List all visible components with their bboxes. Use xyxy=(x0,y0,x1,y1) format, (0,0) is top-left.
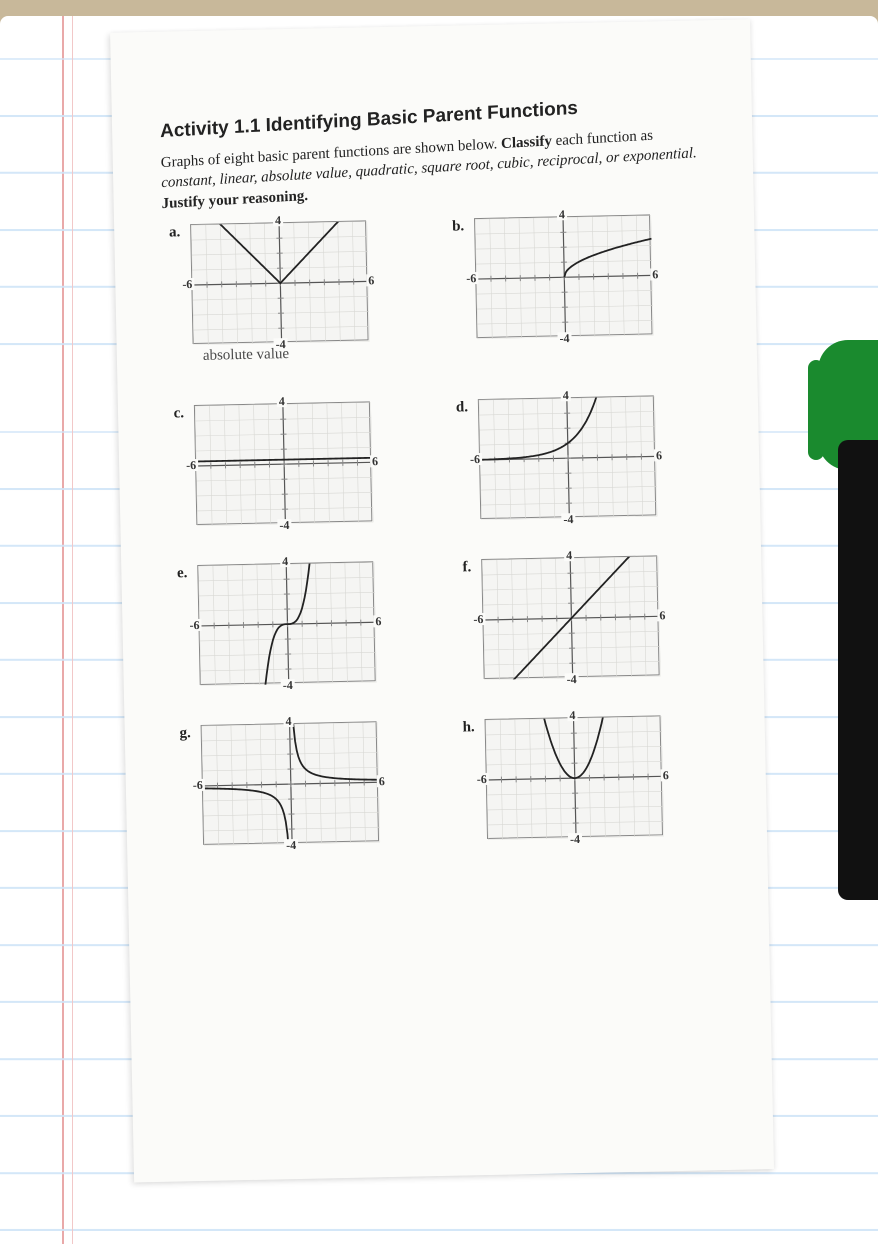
axis-top: 4 xyxy=(283,715,293,727)
cell-label: c. xyxy=(166,405,184,422)
axis-bottom: -4 xyxy=(565,673,579,685)
axis-right: 6 xyxy=(370,455,380,467)
axis-bottom: -4 xyxy=(281,679,295,691)
pen-barrel xyxy=(838,440,878,900)
cell-label: e. xyxy=(169,565,187,582)
chart-cell: c. 4-4-66 xyxy=(166,400,428,525)
axis-top: 4 xyxy=(561,389,571,401)
instr-mid: each function as xyxy=(552,128,653,150)
chart-row: f. 4-4-66 xyxy=(453,555,659,679)
chart-cell: g. 4-4-66 xyxy=(173,720,435,845)
axis-right: 6 xyxy=(377,775,387,787)
chart-cell: f. 4-4-66 xyxy=(453,554,715,679)
axis-right: 6 xyxy=(657,609,667,621)
mini-chart: 4-4-66 xyxy=(201,721,379,845)
notebook-background: Activity 1.1 Identifying Basic Parent Fu… xyxy=(0,16,878,1244)
axis-right: 6 xyxy=(661,769,671,781)
axis-bottom: -4 xyxy=(277,519,291,531)
chart-cell: e. 4-4-66 xyxy=(169,560,431,685)
axis-left: -6 xyxy=(180,278,194,290)
chart-row: b. 4-4-66 xyxy=(446,214,652,338)
axis-right: 6 xyxy=(366,274,376,286)
axis-bottom: -4 xyxy=(557,332,571,344)
axis-left: -6 xyxy=(464,272,478,284)
axis-left: -6 xyxy=(471,613,485,625)
axis-bottom: -4 xyxy=(561,513,575,525)
axis-top: 4 xyxy=(557,208,567,220)
axis-left: -6 xyxy=(184,459,198,471)
mini-chart: 4-4-66 xyxy=(481,555,659,679)
chart-row: g. 4-4-66 xyxy=(173,721,379,845)
chart-cell: d. 4-4-66 xyxy=(450,394,712,519)
axis-top: 4 xyxy=(273,214,283,226)
axis-right: 6 xyxy=(373,615,383,627)
axis-right: 6 xyxy=(650,268,660,280)
pen-decoration xyxy=(808,340,878,900)
instr-bold2: Justify your reasoning. xyxy=(161,187,308,211)
axis-bottom: -4 xyxy=(568,833,582,845)
mini-chart: 4-4-66 xyxy=(190,220,368,344)
axis-left: -6 xyxy=(468,453,482,465)
cell-label: b. xyxy=(446,218,464,235)
cell-label: d. xyxy=(450,399,468,416)
axis-bottom: -4 xyxy=(284,839,298,851)
cell-label: a. xyxy=(162,224,180,241)
chart-row: c. 4-4-66 xyxy=(166,401,372,525)
axis-left: -6 xyxy=(191,779,205,791)
cell-label: f. xyxy=(453,559,471,576)
chart-cell: h. 4-4-66 xyxy=(457,714,719,839)
mini-chart: 4-4-66 xyxy=(485,715,663,839)
pen-clip xyxy=(808,360,824,460)
chart-cell: a.4-4-66absolute value xyxy=(162,219,425,365)
chart-row: a. 4-4-66 xyxy=(162,220,368,344)
chart-row: h. 4-4-66 xyxy=(457,715,663,839)
axis-bottom: -4 xyxy=(274,338,288,350)
cell-label: g. xyxy=(173,725,191,742)
cell-label: h. xyxy=(457,719,475,736)
axis-left: -6 xyxy=(187,619,201,631)
chart-row: d. 4-4-66 xyxy=(450,395,656,519)
instr-bold1: Classify xyxy=(501,133,552,152)
chart-grid: a.4-4-66absolute valueb.4-4-66c.4-4-66d.… xyxy=(162,213,719,845)
mini-chart: 4-4-66 xyxy=(197,561,375,685)
worksheet-page: Activity 1.1 Identifying Basic Parent Fu… xyxy=(110,19,774,1182)
axis-top: 4 xyxy=(567,709,577,721)
mini-chart: 4-4-66 xyxy=(194,401,372,525)
mini-chart: 4-4-66 xyxy=(478,395,656,519)
axis-top: 4 xyxy=(564,549,574,561)
axis-left: -6 xyxy=(475,773,489,785)
axis-right: 6 xyxy=(654,449,664,461)
axis-top: 4 xyxy=(277,395,287,407)
mini-chart: 4-4-66 xyxy=(474,214,652,338)
chart-cell: b. 4-4-66 xyxy=(446,213,709,359)
chart-row: e. 4-4-66 xyxy=(169,561,375,685)
axis-top: 4 xyxy=(280,555,290,567)
